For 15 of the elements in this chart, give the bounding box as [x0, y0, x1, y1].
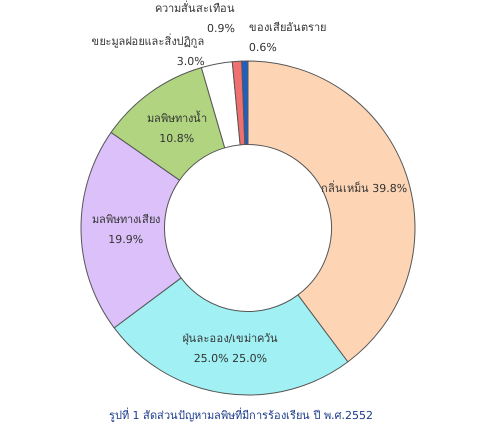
- data-label: 25.0% 25.0%: [192, 350, 268, 367]
- slice-label: กลิ่นเหม็น: [320, 182, 370, 196]
- data-label: 19.9%: [107, 232, 144, 248]
- data-label: 0.9%: [207, 22, 235, 35]
- slice-label: ขยะมูลฝอยและสิ่งปฏิกูล: [92, 32, 205, 50]
- data-label: 0.6%: [248, 40, 278, 56]
- data-label: 3.0%: [176, 54, 205, 70]
- data-label: 39.8%: [372, 182, 408, 196]
- slice-label: ฝุ่นละออง/เขม่าควัน: [182, 330, 278, 347]
- slice-label: ความสั่นสะเทือน: [154, 0, 235, 17]
- data-label: 10.8%: [158, 130, 196, 147]
- slice-label: มลพิษทางน้ำ: [146, 110, 207, 127]
- slice-label: ของเสียอันตราย: [248, 20, 326, 36]
- slice-label: มลพิษทางเสียง: [92, 212, 160, 228]
- text: รูปที่ 1 สัดส่วนปัญหามลพิษที่มีการร้องเรียน ปี พ.ศ.2552: [108, 406, 374, 424]
